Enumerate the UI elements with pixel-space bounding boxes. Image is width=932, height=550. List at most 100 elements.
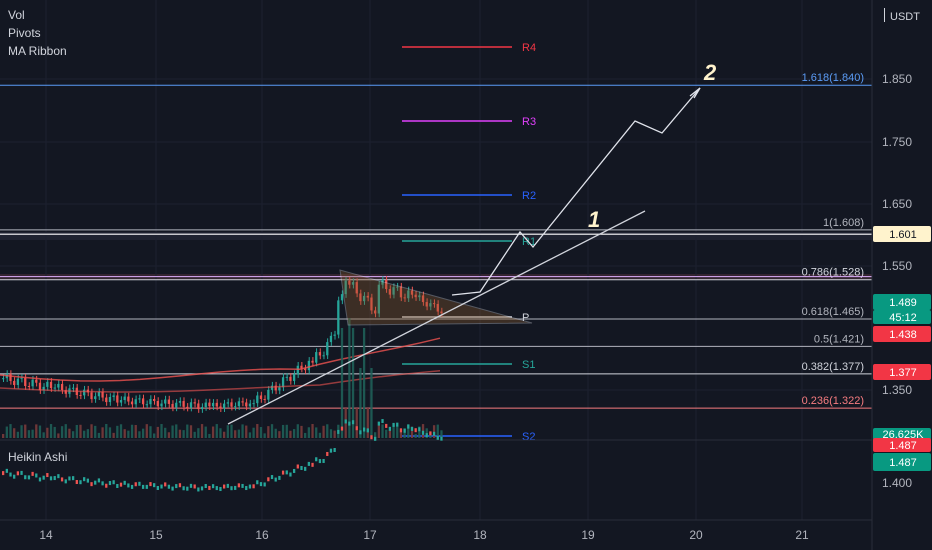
volume-bar xyxy=(292,429,296,438)
volume-bar xyxy=(241,424,244,438)
volume-bar xyxy=(175,424,178,438)
candle-body xyxy=(141,398,145,405)
candle-body xyxy=(377,284,380,314)
time-tick-label: 18 xyxy=(473,528,487,542)
indicator-pivots[interactable]: Pivots xyxy=(8,26,41,40)
fib-level-label: 0.618(1.465) xyxy=(802,306,864,318)
ha-candle xyxy=(245,486,248,491)
ha-candle xyxy=(281,470,285,475)
ha-candle xyxy=(414,428,417,433)
price-tag-label: 1.487 xyxy=(889,457,917,469)
candle-body xyxy=(418,295,421,298)
candle-body xyxy=(359,293,362,302)
volume-bar xyxy=(5,426,8,438)
volume-bar xyxy=(197,428,200,438)
volume-bar xyxy=(215,424,218,438)
ha-candle xyxy=(197,487,200,492)
ha-candle xyxy=(278,475,281,480)
volume-bar xyxy=(160,424,163,438)
pivot-label: R4 xyxy=(522,42,536,54)
ha-candle xyxy=(149,482,152,487)
volume-bar xyxy=(153,433,156,438)
fib-level-label: 0.236(1.322) xyxy=(802,395,864,407)
candle-body xyxy=(304,368,307,371)
volume-bar xyxy=(13,428,16,438)
ha-candle xyxy=(256,480,259,485)
volume-bar xyxy=(145,424,148,438)
ha-candle xyxy=(167,484,171,489)
volume-bar xyxy=(410,426,414,438)
volume-bar xyxy=(333,430,336,438)
volume-bar xyxy=(436,424,439,438)
volume-bar xyxy=(86,429,89,438)
price-tick-label: 1.350 xyxy=(882,383,912,397)
candle-body xyxy=(108,396,112,403)
candle-body xyxy=(71,387,75,389)
volume-bar xyxy=(38,425,42,438)
volume-bar xyxy=(278,431,281,438)
candle-body xyxy=(267,389,270,400)
volume-bar xyxy=(204,426,207,438)
ha-candle xyxy=(171,486,174,491)
ha-candle xyxy=(208,485,211,490)
ha-candle xyxy=(138,481,141,486)
candle-body xyxy=(396,286,399,288)
candle-body xyxy=(42,386,45,391)
ha-candle xyxy=(68,476,71,481)
ha-candle xyxy=(274,477,277,482)
volume-bar xyxy=(83,430,86,438)
candle-body xyxy=(200,407,204,410)
candle-body xyxy=(208,402,211,407)
volume-bar xyxy=(351,328,355,438)
candle-body xyxy=(134,399,137,405)
candle-body xyxy=(83,389,86,396)
indicator-ma-ribbon[interactable]: MA Ribbon xyxy=(8,44,67,58)
ha-candle xyxy=(20,470,23,475)
time-tick-label: 19 xyxy=(581,528,595,542)
candle-body xyxy=(285,376,288,378)
candle-body xyxy=(105,397,108,403)
lower-tick-label: 1.400 xyxy=(882,476,912,490)
candle-body xyxy=(182,401,185,407)
volume-bar xyxy=(167,432,171,438)
ha-candle xyxy=(381,419,384,424)
candle-body xyxy=(362,295,366,302)
candle-body xyxy=(315,352,318,363)
ha-candle xyxy=(307,461,310,466)
ha-candle xyxy=(337,429,340,434)
ha-candle xyxy=(164,482,167,487)
volume-bar xyxy=(138,431,141,438)
price-tag xyxy=(873,453,931,471)
ha-candle xyxy=(285,470,288,475)
candle-body xyxy=(16,378,20,385)
volume-bar xyxy=(270,424,274,438)
ha-candle xyxy=(392,422,395,427)
candle-body xyxy=(440,311,443,314)
indicator-vol[interactable]: Vol xyxy=(8,8,25,22)
ha-candle xyxy=(223,484,226,489)
candle-body xyxy=(311,360,314,363)
price-tag xyxy=(873,310,931,324)
volume-bar xyxy=(2,434,5,438)
ha-candle xyxy=(112,480,115,485)
ha-candle xyxy=(90,482,93,487)
candle-body xyxy=(340,294,344,301)
volume-bar xyxy=(219,428,222,438)
candle-body xyxy=(289,376,292,381)
candle-body xyxy=(337,300,340,335)
ha-candle xyxy=(49,476,53,481)
ha-candle xyxy=(178,483,182,488)
ha-candle xyxy=(123,480,126,485)
candle-body xyxy=(204,402,207,408)
volume-bar xyxy=(237,429,241,438)
pivot-label: R2 xyxy=(522,190,536,202)
candle-body xyxy=(90,392,93,400)
volume-bar xyxy=(281,424,285,438)
indicator-heikin-ashi[interactable]: Heikin Ashi xyxy=(8,450,68,464)
volume-bar xyxy=(178,429,182,438)
ha-candle xyxy=(252,484,255,489)
candle-body xyxy=(344,280,347,295)
candle-body xyxy=(226,402,229,404)
price-tick-label: 1.650 xyxy=(882,197,912,211)
